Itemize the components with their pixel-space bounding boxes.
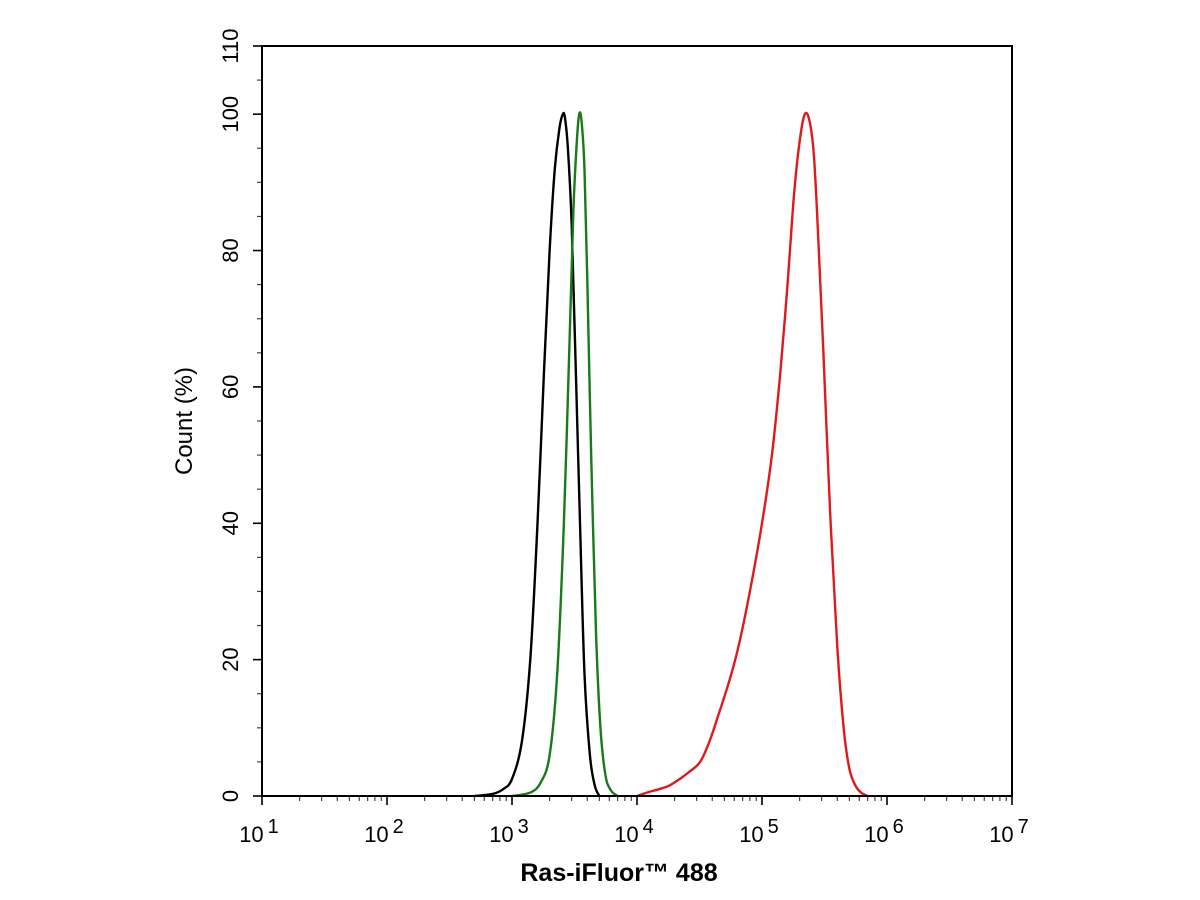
x-major-ticks bbox=[261, 796, 1013, 805]
x-axis-title: Ras-iFluor™ 488 bbox=[520, 859, 717, 887]
y-tick-label: 80 bbox=[218, 238, 243, 262]
series-line-2 bbox=[636, 111, 869, 798]
x-tick-label: 10 1 bbox=[239, 816, 279, 847]
y-axis-title: Count (%) bbox=[171, 367, 198, 475]
x-tick-label: 10 7 bbox=[989, 816, 1029, 847]
plot-frame bbox=[261, 45, 1013, 797]
y-tick-label: 60 bbox=[218, 375, 243, 399]
x-tick-label: 10 2 bbox=[364, 816, 404, 847]
x-tick-labels: 10 1 10 2 10 3 10 4 10 5 10 6 10 7 bbox=[239, 816, 1029, 847]
y-major-ticks bbox=[253, 45, 262, 797]
y-tick-label: 20 bbox=[218, 647, 243, 671]
x-tick-label: 10 6 bbox=[864, 816, 904, 847]
y-tick-labels: 0 20 40 60 80 100 110 bbox=[218, 28, 243, 802]
y-tick-label: 100 bbox=[218, 96, 243, 133]
series-line-0 bbox=[474, 111, 601, 798]
series-layer bbox=[474, 111, 869, 798]
y-tick-label: 40 bbox=[218, 511, 243, 535]
y-tick-label: 110 bbox=[218, 28, 243, 63]
y-tick-label: 0 bbox=[218, 790, 243, 802]
x-tick-label: 10 4 bbox=[614, 816, 654, 847]
series-line-1 bbox=[511, 111, 619, 798]
x-tick-label: 10 3 bbox=[489, 816, 529, 847]
x-tick-label: 10 5 bbox=[739, 816, 779, 847]
